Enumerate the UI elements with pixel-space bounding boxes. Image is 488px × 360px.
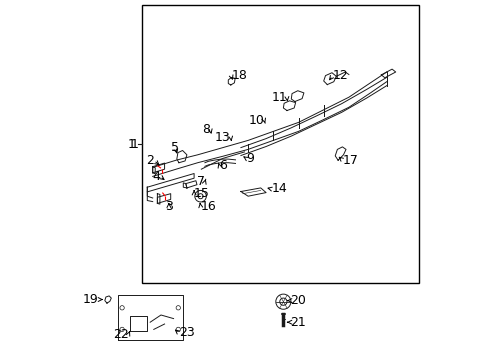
Text: 8: 8	[202, 123, 210, 136]
Text: 6: 6	[219, 159, 227, 172]
Text: 13: 13	[215, 131, 230, 144]
Bar	[142, 5, 418, 283]
Text: 5: 5	[171, 141, 179, 154]
Text: 11: 11	[271, 91, 286, 104]
Text: 20: 20	[290, 294, 306, 307]
Text: 18: 18	[231, 69, 246, 82]
Text: 23: 23	[179, 327, 194, 339]
Text: 17: 17	[342, 154, 358, 167]
Text: 2: 2	[145, 154, 153, 167]
Text: 21: 21	[290, 316, 305, 329]
Text: 15: 15	[194, 187, 209, 200]
Text: 22: 22	[113, 328, 128, 341]
Text: 16: 16	[200, 200, 216, 213]
Text: 10: 10	[248, 114, 264, 127]
Text: 1: 1	[127, 138, 135, 150]
Text: 14: 14	[271, 183, 286, 195]
Text: 3: 3	[164, 201, 172, 213]
Text: 12: 12	[332, 69, 348, 82]
Text: 4: 4	[152, 170, 160, 183]
Text: 7: 7	[197, 175, 204, 188]
Text: 19: 19	[83, 293, 99, 306]
Text: 1: 1	[130, 138, 138, 150]
Text: 9: 9	[246, 152, 254, 165]
